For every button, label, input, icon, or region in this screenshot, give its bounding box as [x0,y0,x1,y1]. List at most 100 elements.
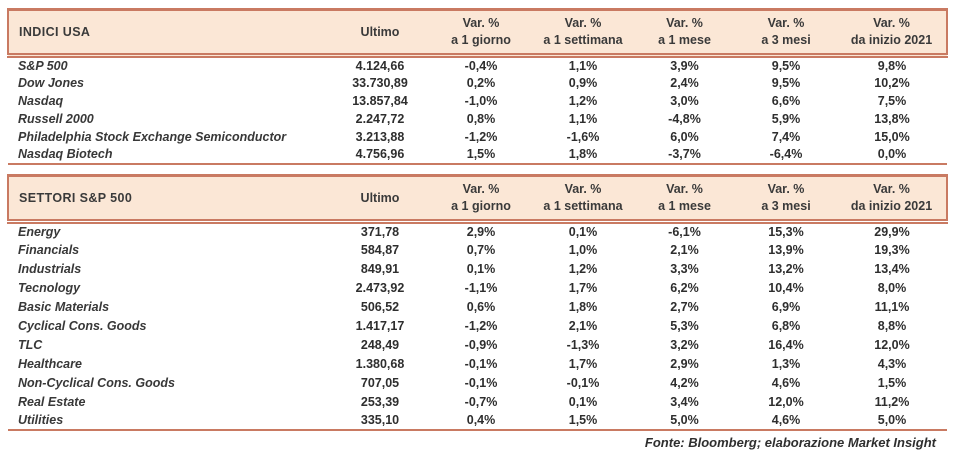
var-value: 1,3% [771,356,801,371]
column-header-ultimo: Ultimo [330,173,430,224]
var-value: 1,8% [532,145,634,165]
var-value: 6,6% [771,93,801,108]
column-header-var-1-settimana: Var. % a 1 settimana [532,8,634,58]
ultimo-value: 584,87 [360,242,400,257]
table-row: Basic Materials 506,52 0,6% 1,8% 2,7% 6,9% 11,… [8,297,947,316]
column-header-var-3-mesi: Var. % a 3 mesi [735,8,837,58]
column-header-var-1-giorno: Var. % a 1 giorno [430,8,532,58]
ultimo-value: 33.730,89 [352,75,408,90]
row-label: Philadelphia Stock Exchange Semiconducto… [18,129,287,144]
var-label: Var. % [767,16,805,30]
var-sub-label: a 1 giorno [451,33,511,47]
table-row: Industrials 849,91 0,1% 1,2% 3,3% 13,2% 13,4% [8,259,947,278]
table-row: Real Estate 253,39 -0,7% 0,1% 3,4% 12,0% 11,2% [8,392,947,411]
var-value: 1,5% [877,375,907,390]
var-value: 0,7% [466,242,496,257]
column-header-var-1-mese: Var. % a 1 mese [634,173,735,224]
var-value: 5,0% [837,411,947,431]
var-value: 3,9% [670,58,699,73]
var-value: 1,5% [532,411,634,431]
column-header-var-da-inizio-2021: Var. % da inizio 2021 [837,173,948,224]
var-sub-label: a 1 settimana [543,33,623,47]
var-value: 7,5% [877,93,907,108]
table-row: Nasdaq Biotech 4.756,96 1,5% 1,8% -3,7% -6,4%… [8,145,947,165]
var-value: 0,0% [837,145,947,165]
row-label: TLC [18,337,43,352]
var-sub-label: a 3 mesi [761,33,811,47]
var-value: 13,2% [768,261,804,276]
var-value: 12,0% [874,337,910,352]
var-value: 6,8% [771,318,801,333]
var-label: Var. % [462,181,500,196]
var-value: 3,0% [670,93,699,108]
var-value: 12,0% [768,394,804,409]
var-value: -0,1% [464,356,498,371]
row-label: Industrials [18,261,82,276]
var-value: -0,4% [464,58,498,73]
var-value: 0,1% [568,224,598,239]
var-value: 1,5% [430,145,532,165]
var-value: -3,7% [634,145,735,165]
var-value: 0,9% [568,75,598,90]
indici-usa-header: INDICI USA Ultimo Var. % a 1 giorno Var.… [7,8,948,58]
var-value: 13,4% [874,261,910,276]
var-value: 1,7% [568,356,598,371]
table-row: S&P 500 4.124,66 -0,4% 1,1% 3,9% 9,5% 9,8% [8,56,947,74]
table-row: Philadelphia Stock Exchange Semiconducto… [8,128,947,146]
var-value: 8,8% [877,318,907,333]
row-label: Dow Jones [18,75,84,90]
table-row: Healthcare 1.380,68 -0,1% 1,7% 2,9% 1,3% 4,3% [8,354,947,373]
var-value: 1,1% [568,58,598,73]
var-value: -1,3% [566,337,600,352]
ultimo-value: 849,91 [360,261,400,276]
var-label: Var. % [767,181,805,196]
var-value: 1,2% [568,261,598,276]
row-label: Healthcare [18,356,82,371]
row-label: S&P 500 [18,58,68,73]
var-value: 2,9% [466,224,496,239]
ultimo-value: 2.473,92 [355,280,405,295]
var-value: -0,7% [464,394,498,409]
row-label: Energy [18,224,61,239]
var-value: 1,0% [568,242,598,257]
var-value: 5,0% [634,411,735,431]
ultimo-value: 335,10 [330,411,430,431]
table-row: Nasdaq 13.857,84 -1,0% 1,2% 3,0% 6,6% 7,5% [8,92,947,110]
var-sub-label: a 1 settimana [543,198,623,213]
table-row: Cyclical Cons. Goods 1.417,17 -1,2% 2,1% 5,3… [8,316,947,335]
var-label: Var. % [564,181,602,196]
var-value: 16,4% [768,337,804,352]
var-value: 4,6% [735,411,837,431]
var-value: 8,0% [877,280,907,295]
settori-sp500-table: SETTORI S&P 500 Ultimo Var. % a 1 giorno… [7,173,948,431]
var-value: 1,7% [568,280,598,295]
table-row: Russell 2000 2.247,72 0,8% 1,1% -4,8% 5,9% 13,… [8,110,947,128]
var-value: 6,2% [670,280,699,295]
row-label: Nasdaq [18,93,64,108]
table-row: Energy 371,78 2,9% 0,1% -6,1% 15,3% 29,9% [8,221,947,240]
var-value: 3,4% [670,394,699,409]
ultimo-value: 1.380,68 [355,356,405,371]
settori-sp500-header: SETTORI S&P 500 Ultimo Var. % a 1 giorno… [7,173,948,224]
ultimo-value: 4.124,66 [355,58,405,73]
ultimo-value: 248,49 [360,337,400,352]
ultimo-value: 13.857,84 [352,93,408,108]
var-value: 19,3% [874,242,910,257]
var-value: -4,8% [668,111,701,126]
column-header-ultimo: Ultimo [330,8,430,58]
var-value: 2,4% [670,75,699,90]
table-row: Non-Cyclical Cons. Goods 707,05 -0,1% -0,1%… [8,373,947,392]
column-header-var-1-settimana: Var. % a 1 settimana [532,173,634,224]
var-value: 13,8% [874,111,910,126]
report-sheet: INDICI USA Ultimo Var. % a 1 giorno Var.… [7,8,948,450]
column-header-var-da-inizio-2021: Var. % da inizio 2021 [837,8,948,58]
var-value: 29,9% [874,224,910,239]
var-value: 0,2% [466,75,496,90]
var-value: 4,2% [670,375,699,390]
var-value: -6,4% [735,145,837,165]
var-value: 13,9% [768,242,804,257]
settori-sp500-body: Energy 371,78 2,9% 0,1% -6,1% 15,3% 29,9% Finan… [8,221,947,431]
var-value: -1,6% [566,129,600,144]
var-value: 6,9% [771,299,801,314]
var-value: -1,2% [464,318,498,333]
